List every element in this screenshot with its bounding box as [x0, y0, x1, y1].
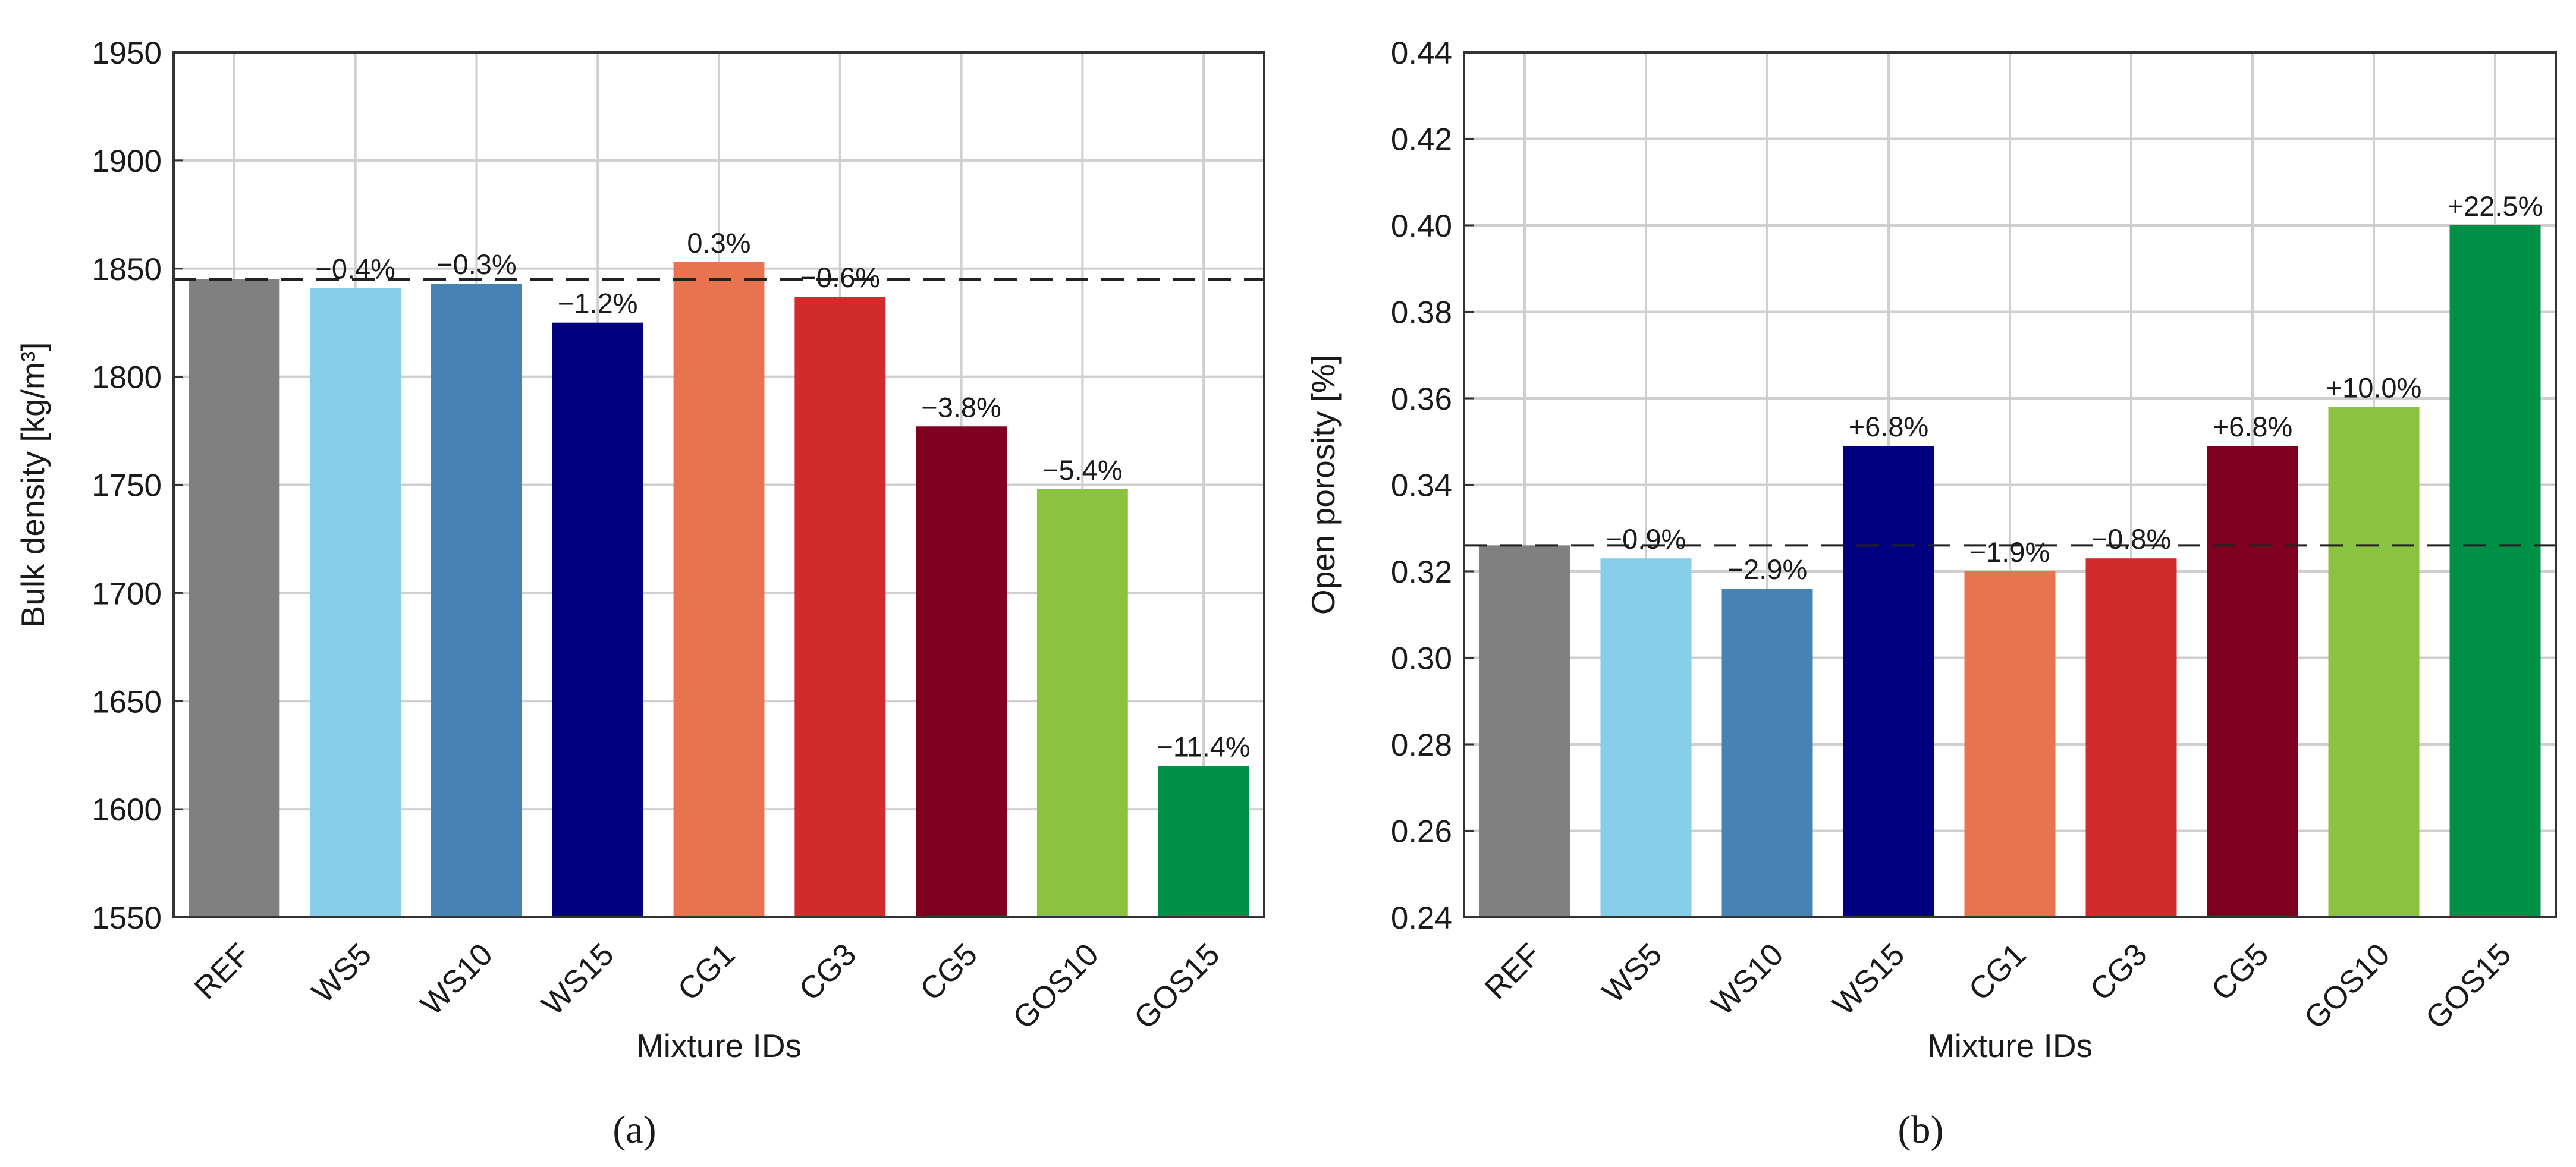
chart-a-category-label: GOS10 — [1006, 937, 1105, 1036]
chart-b-category-label: CG3 — [2084, 937, 2154, 1008]
chart-b-bar-gos15 — [2449, 225, 2541, 917]
chart-a-data-label: 0.3% — [687, 227, 750, 259]
chart-b-ytick-label: 0.34 — [1391, 468, 1452, 504]
chart-a-data-label: −0.4% — [315, 253, 395, 284]
chart-b-x-axis-label: Mixture IDs — [1927, 1027, 2093, 1064]
chart-b-category-label: GOS15 — [2419, 937, 2518, 1036]
chart-b-data-label: −1.9% — [1970, 536, 2050, 568]
chart-a-ytick-label: 1950 — [92, 36, 162, 71]
chart-a-bar-ws10 — [431, 284, 522, 917]
chart-a-x-axis-label: Mixture IDs — [636, 1027, 802, 1064]
chart-b-panel-label: (b) — [1898, 1108, 1944, 1152]
chart-b-ytick-label: 0.44 — [1391, 36, 1452, 71]
chart-b-data-label: −0.9% — [1606, 523, 1686, 555]
chart-b-bar-cg3 — [2085, 558, 2177, 917]
chart-a-ytick-label: 1850 — [92, 252, 162, 287]
chart-b-ytick-label: 0.32 — [1391, 555, 1452, 590]
chart-b-category-label: WS5 — [1596, 937, 1669, 1010]
chart-b-plot-frame — [1463, 51, 2557, 918]
chart-b-ytick-label: 0.38 — [1391, 295, 1452, 331]
chart-a-data-label: −5.4% — [1042, 454, 1123, 486]
chart-a-bar-ref — [189, 279, 280, 917]
chart-b-bar-ref — [1479, 545, 1570, 917]
chart-a-ytick-label: 1900 — [92, 144, 162, 179]
chart-b-category-label: REF — [1478, 937, 1548, 1006]
chart-b-data-label: +22.5% — [2448, 190, 2543, 222]
chart-a-category-label: REF — [188, 937, 257, 1006]
chart-b-y-axis-label: Open porosity [%] — [1305, 355, 1342, 615]
chart-b-category-label: WS15 — [1826, 937, 1912, 1023]
chart-a-bar-gos10 — [1036, 489, 1128, 917]
chart-b-bar-cg5 — [2207, 446, 2298, 917]
chart-b-bar-ws5 — [1600, 558, 1692, 917]
chart-a-bar-cg5 — [916, 426, 1007, 917]
chart-a-panel-label: (a) — [612, 1108, 656, 1152]
chart-a-data-label: −3.8% — [921, 391, 1001, 423]
chart-a-category-label: GOS15 — [1127, 937, 1227, 1036]
chart-a-bar-cg3 — [794, 297, 886, 918]
chart-a-ytick-label: 1700 — [92, 576, 162, 611]
chart-b-data-label: +6.8% — [2213, 411, 2293, 442]
chart-a-category-label: WS5 — [305, 937, 378, 1010]
chart-b-bar-ws15 — [1843, 446, 1934, 917]
chart-a-data-label: −11.4% — [1157, 731, 1250, 762]
chart-b-ytick-label: 0.36 — [1391, 382, 1452, 417]
chart-a-data-label: −1.2% — [558, 288, 638, 319]
chart-a-category-label: WS10 — [414, 937, 500, 1023]
chart-b-data-label: +10.0% — [2326, 372, 2422, 404]
chart-b-bar-ws10 — [1721, 589, 1813, 917]
chart-b-ytick-label: 0.26 — [1391, 814, 1452, 850]
chart-b-data-label: +6.8% — [1849, 411, 1929, 442]
chart-a-ytick-label: 1550 — [92, 901, 162, 936]
chart-b-category-label: CG1 — [1962, 937, 2033, 1008]
chart-a-ytick-label: 1800 — [92, 360, 162, 395]
chart-a-bar-gos15 — [1158, 766, 1249, 917]
chart-a-data-label: −0.6% — [800, 262, 880, 293]
chart-a-category-label: CG3 — [792, 937, 863, 1008]
chart-b-ytick-label: 0.28 — [1391, 728, 1452, 763]
chart-b-ytick-label: 0.24 — [1391, 901, 1452, 936]
chart-b-data-label: −0.8% — [2091, 523, 2172, 555]
chart-b-bar-cg1 — [1964, 571, 2056, 917]
chart-a-y-axis-label: Bulk density [kg/m³] — [14, 342, 51, 628]
chart-b-data-label: −2.9% — [1727, 553, 1808, 585]
chart-b-ytick-label: 0.40 — [1391, 209, 1452, 244]
chart-b-ytick-label: 0.30 — [1391, 641, 1452, 677]
chart-b-category-label: WS10 — [1705, 937, 1790, 1023]
chart-b-category-label: CG5 — [2205, 937, 2276, 1008]
chart-a-data-label: −0.3% — [436, 249, 517, 280]
chart-a-plot-frame — [172, 51, 1265, 918]
chart-b-bar-gos10 — [2328, 407, 2420, 917]
chart-a-category-label: CG1 — [671, 937, 742, 1008]
chart-a-category-label: CG5 — [913, 937, 984, 1008]
chart-b-category-label: GOS10 — [2298, 937, 2397, 1036]
chart-a-ytick-label: 1750 — [92, 468, 162, 504]
chart-a-bar-ws5 — [310, 288, 401, 917]
chart-a-ytick-label: 1600 — [92, 792, 162, 828]
chart-a-category-label: WS15 — [535, 937, 621, 1023]
chart-a-ytick-label: 1650 — [92, 684, 162, 719]
chart-b-ytick-label: 0.42 — [1391, 122, 1452, 158]
chart-a-bar-ws15 — [552, 322, 643, 917]
chart-a-bar-cg1 — [673, 262, 765, 917]
